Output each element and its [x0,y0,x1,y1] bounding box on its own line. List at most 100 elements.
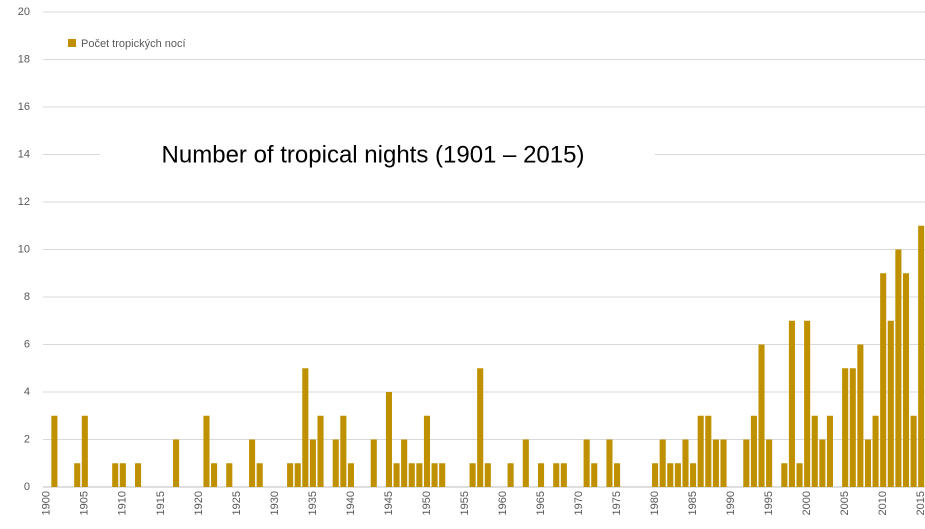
x-tick-label: 1905 [79,491,91,515]
bar [211,463,218,487]
bar [591,463,598,487]
y-tick-label: 16 [18,101,30,113]
x-tick-label: 1935 [307,491,319,515]
bar [606,439,613,487]
bar [370,439,377,487]
bar [720,439,727,487]
x-tick-label: 1930 [269,491,281,515]
legend-swatch [68,39,76,47]
bar [826,415,833,487]
bar [705,415,712,487]
y-tick-label: 18 [18,53,30,65]
x-tick-label: 1915 [155,491,167,515]
x-tick-label: 1965 [535,491,547,515]
bar [614,463,621,487]
x-tick-label: 1950 [421,491,433,515]
x-tick-label: 1920 [193,491,205,515]
bar [309,439,316,487]
y-tick-label: 20 [18,6,30,18]
x-tick-label: 1925 [231,491,243,515]
bar [842,368,849,487]
bar [887,320,894,487]
bar [408,463,415,487]
bar [553,463,560,487]
legend-label: Počet tropických nocí [81,38,186,50]
x-tick-label: 1995 [763,491,775,515]
y-tick-label: 6 [24,338,30,350]
bar [302,368,309,487]
bar [712,439,719,487]
bar [690,463,697,487]
bar [750,415,757,487]
y-tick-label: 12 [18,196,30,208]
bar [294,463,301,487]
y-tick-label: 14 [18,148,30,160]
y-tick-label: 4 [24,386,30,398]
bar [81,415,88,487]
bar [431,463,438,487]
bar [674,463,681,487]
bar [135,463,142,487]
bar [652,463,659,487]
bar [537,463,545,487]
title-background [100,134,655,176]
bar [173,439,180,487]
x-tick-label: 1955 [459,491,471,515]
bar [477,368,484,487]
bar [256,463,263,487]
bar [659,439,666,487]
bar [484,463,491,487]
bar [902,273,910,487]
x-tick-label: 1900 [41,491,53,515]
bar [332,439,339,487]
bar [522,439,529,487]
y-tick-label: 2 [24,433,30,445]
bar [781,463,788,487]
bar [872,415,879,487]
bar [439,463,446,487]
x-tick-label: 2010 [877,491,889,515]
bar [112,463,119,487]
y-tick-label: 0 [24,481,30,493]
x-tick-label: 2015 [915,491,925,515]
bar [51,415,58,487]
bar [287,463,294,487]
bar [918,225,925,487]
bar [880,273,887,487]
bar [811,415,818,487]
x-tick-label: 1970 [573,491,585,515]
bar [864,439,872,487]
y-tick-label: 8 [24,291,30,303]
bar [249,439,256,487]
x-tick-label: 1985 [687,491,699,515]
bar [385,392,392,487]
chart-title: Number of tropical nights (1901 – 2015) [162,141,585,168]
bar [423,415,431,487]
bar [560,463,567,487]
x-tick-label: 2000 [801,491,813,515]
bar [697,415,704,487]
bar [895,249,902,487]
x-tick-label: 1980 [649,491,661,515]
bar [910,415,917,487]
bar [849,368,856,487]
x-tick-label: 1910 [117,491,129,515]
bar [766,439,773,487]
x-tick-label: 1990 [725,491,737,515]
bar [119,463,126,487]
x-tick-label: 2005 [839,491,851,515]
bar [667,463,674,487]
x-tick-label: 1940 [345,491,357,515]
bar [796,463,803,487]
x-tick-label: 1975 [611,491,623,515]
bar [203,415,210,487]
x-tick-label: 1960 [497,491,509,515]
bar [416,463,423,487]
bar [469,463,476,487]
bar [401,439,408,487]
bar [583,439,590,487]
bar [317,415,324,487]
bar [804,320,811,487]
bar [819,439,826,487]
